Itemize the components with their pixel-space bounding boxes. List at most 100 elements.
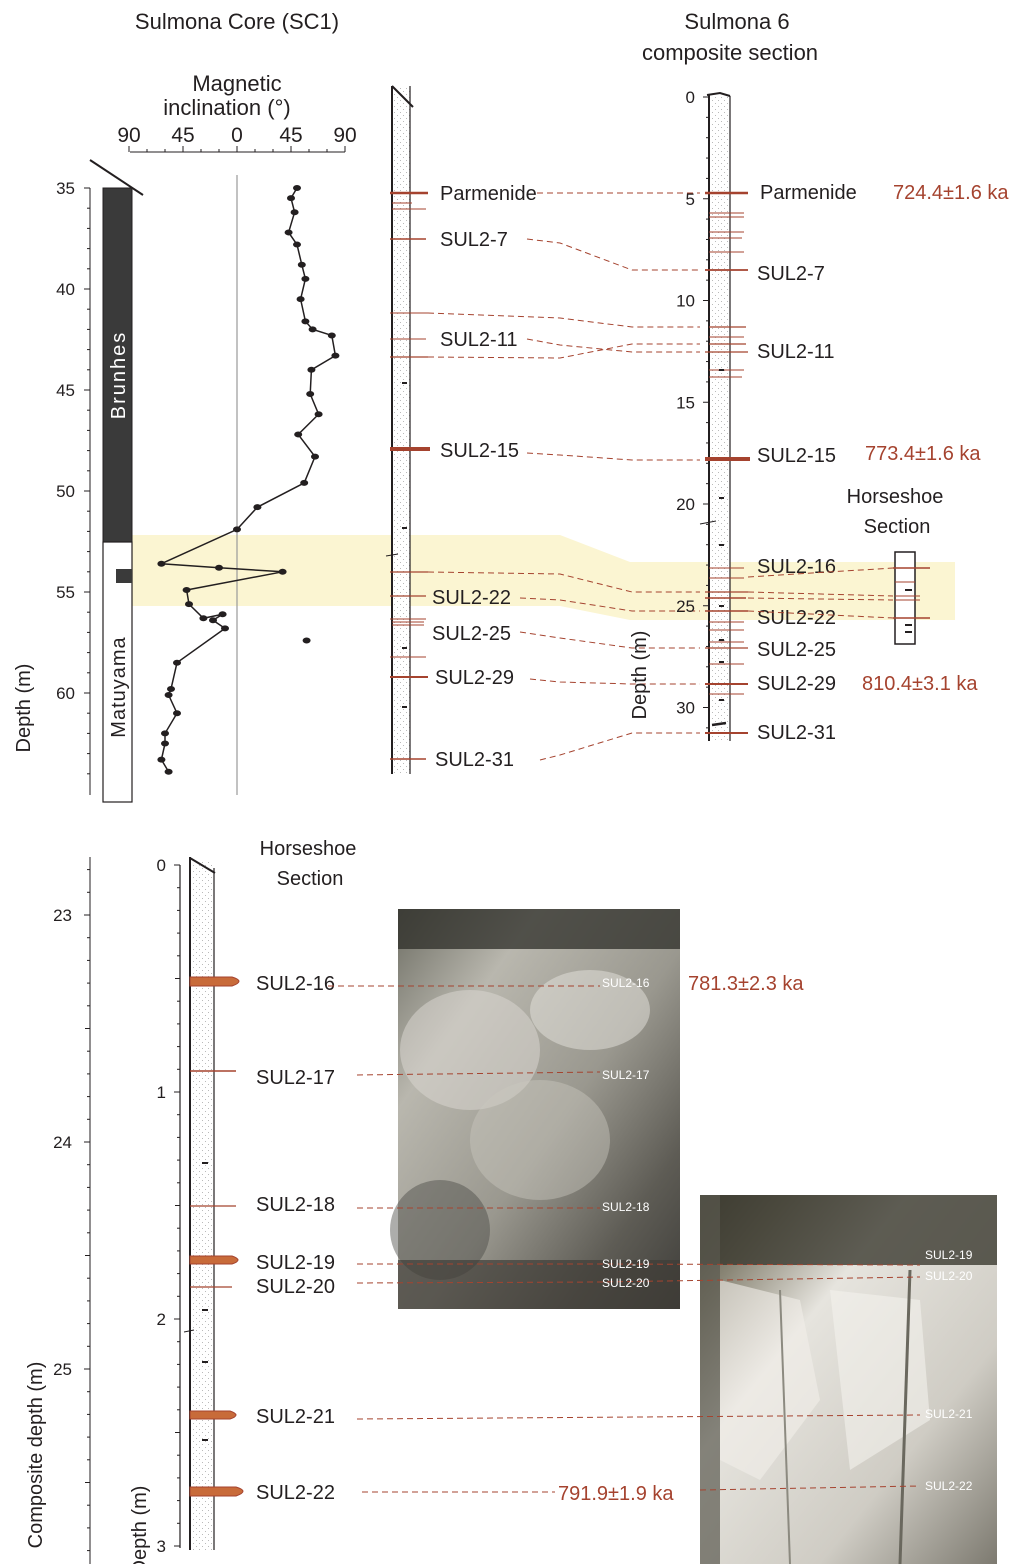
age-sul2-15: 773.4±1.6 ka	[865, 443, 981, 465]
svg-text:SUL2-21: SUL2-21	[925, 1407, 973, 1421]
photo1-labels: SUL2-16 SUL2-17 SUL2-18 SUL2-19 SUL2-20	[602, 976, 650, 1290]
sc1-title: Sulmona Core (SC1)	[135, 9, 339, 34]
inclination-tick-label: 45	[171, 124, 194, 147]
normal-excursion-mark	[116, 569, 132, 583]
sc1-depth-tick-label: 45	[56, 381, 75, 400]
inclination-point	[164, 692, 173, 699]
inclination-point	[306, 391, 315, 398]
inclination-point	[253, 504, 262, 511]
sc1-depth-tick-label: 55	[56, 583, 75, 602]
bottom-tie-lines	[328, 985, 921, 1493]
svg-text:SUL2-22: SUL2-22	[757, 607, 836, 629]
s6-depth-tick-label: 20	[676, 495, 695, 514]
svg-text:SUL2-11: SUL2-11	[440, 329, 517, 351]
age-sul2-16: 781.3±2.3 ka	[688, 973, 804, 995]
s6-depth-tick-label: 10	[676, 292, 695, 311]
inclination-point	[293, 241, 301, 248]
brunhes-label: Brunhes	[108, 331, 130, 420]
composite-depth-ticks: 23 24 25	[53, 869, 90, 1552]
sc1-tephra-labels: Parmenide SUL2-7 SUL2-11 SUL2-15 SUL2-22…	[432, 183, 537, 771]
svg-text:SUL2-25: SUL2-25	[757, 639, 836, 661]
svg-text:SUL2-16: SUL2-16	[256, 973, 335, 995]
inclination-point	[293, 185, 301, 191]
s6-depth-tick-label: 15	[676, 393, 695, 412]
s6-depth-tick-label: 25	[676, 597, 695, 616]
svg-text:SUL2-15: SUL2-15	[757, 445, 836, 467]
inclination-point	[307, 366, 316, 373]
svg-text:SUL2-20: SUL2-20	[602, 1276, 650, 1290]
inclination-title-2: inclination (°)	[163, 95, 290, 120]
inclination-point	[296, 296, 305, 303]
age-parmenide: 724.4±1.6 ka	[893, 182, 1009, 204]
composite-depth-tick-label: 24	[53, 1133, 72, 1152]
sc1-lithology-column	[392, 86, 410, 774]
inclination-line	[160, 187, 337, 773]
inclination-tick-label: 45	[279, 124, 302, 147]
inclination-point	[157, 560, 166, 567]
svg-text:SUL2-18: SUL2-18	[256, 1194, 335, 1216]
inset-horseshoe-column	[894, 551, 916, 645]
inclination-point	[167, 685, 175, 692]
inclination-point	[182, 586, 191, 593]
inclination-point	[290, 209, 299, 216]
inclination-tick-labels: 90 45 0 45 90	[117, 124, 356, 147]
field-photo-lower	[700, 1195, 997, 1564]
horseshoe-depth-label: Depth (m)	[129, 1486, 151, 1564]
inclination-point	[161, 730, 169, 737]
s6-depth-tick-label: 5	[686, 190, 695, 209]
s6-title-1: Sulmona 6	[684, 9, 789, 34]
inclination-point	[294, 431, 303, 438]
svg-text:SUL2-18: SUL2-18	[602, 1200, 650, 1214]
sc1-depth-label: Depth (m)	[13, 664, 35, 753]
inclination-point	[215, 564, 223, 571]
horseshoe-depth-tick-label: 1	[157, 1083, 166, 1102]
inclination-point	[301, 275, 310, 282]
inclination-tick-label: 0	[231, 124, 243, 147]
sc1-depth-ticks: 35 40 45 50 55 60	[56, 179, 90, 775]
inclination-point	[300, 479, 309, 486]
inclination-point	[301, 318, 310, 325]
sc1-depth-tick-label: 60	[56, 684, 75, 703]
inclination-point	[157, 756, 166, 763]
svg-text:SUL2-7: SUL2-7	[757, 263, 825, 285]
s6-tephra-labels: Parmenide SUL2-7 SUL2-11 SUL2-15 SUL2-16…	[757, 182, 857, 744]
s6-tephra-layers	[705, 191, 750, 734]
inclination-point	[278, 568, 287, 575]
s6-title-2: composite section	[642, 40, 818, 65]
s6-black-marks	[699, 369, 727, 727]
sc1-tephra-layers	[390, 191, 430, 760]
svg-text:SUL2-31: SUL2-31	[757, 722, 836, 744]
svg-text:SUL2-22: SUL2-22	[432, 587, 511, 609]
svg-text:SUL2-19: SUL2-19	[256, 1252, 335, 1274]
inclination-point	[221, 625, 229, 632]
field-photo-upper	[390, 909, 680, 1309]
svg-text:SUL2-25: SUL2-25	[432, 623, 511, 645]
reversal-highlight-band	[130, 535, 955, 620]
svg-text:SUL2-15: SUL2-15	[440, 440, 519, 462]
inclination-point	[297, 261, 306, 268]
matuyama-label: Matuyama	[108, 636, 130, 737]
inclination-point	[164, 768, 173, 775]
inclination-point	[199, 615, 208, 622]
sc1-depth-tick-label: 40	[56, 280, 75, 299]
inclination-point	[209, 617, 217, 624]
inclination-title-1: Magnetic	[192, 71, 281, 96]
sc1-black-marks	[385, 382, 407, 708]
inclination-point	[173, 659, 181, 666]
svg-text:SUL2-11: SUL2-11	[757, 341, 834, 363]
s6-lithology-column	[709, 95, 730, 741]
inclination-tick-label: 90	[333, 124, 356, 147]
core-top-slant	[89, 159, 144, 196]
horseshoe-title-2: Section	[277, 868, 344, 890]
svg-text:SUL2-29: SUL2-29	[435, 667, 514, 689]
matuyama-polarity-bar	[102, 541, 133, 803]
horseshoe-depth-tick-label: 3	[157, 1537, 166, 1556]
svg-text:SUL2-7: SUL2-7	[440, 229, 508, 251]
composite-depth-label: Composite depth (m)	[25, 1362, 47, 1549]
svg-text:SUL2-20: SUL2-20	[925, 1269, 973, 1283]
svg-text:SUL2-16: SUL2-16	[757, 556, 836, 578]
svg-text:SUL2-21: SUL2-21	[256, 1406, 335, 1428]
svg-text:SUL2-20: SUL2-20	[256, 1276, 335, 1298]
svg-text:SUL2-17: SUL2-17	[256, 1067, 335, 1089]
